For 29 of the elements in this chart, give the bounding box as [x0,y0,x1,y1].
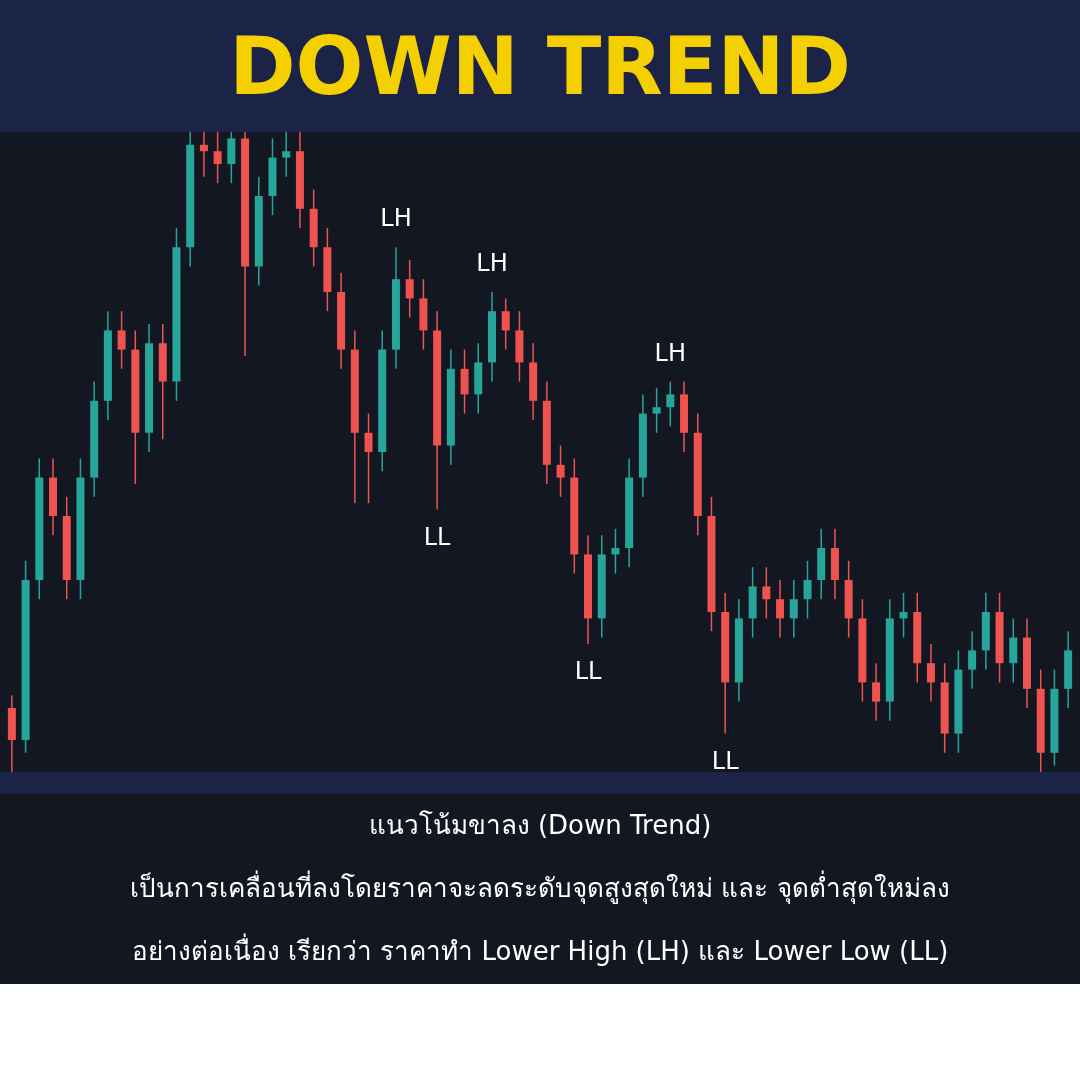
candlestick [872,662,881,722]
candlestick [762,566,771,620]
candlestick [364,412,373,504]
text: แนวโน้มขาลง (Down Trend) [368,809,712,840]
candlestick [776,579,785,639]
annotation: LH [654,338,687,367]
candlestick [213,131,222,184]
candlestick [899,592,908,639]
annotation: LH [476,249,508,277]
candlestick [968,630,977,690]
candlestick [117,310,126,370]
candlestick [803,560,812,620]
candlestick [611,528,620,575]
candlestick [666,380,675,428]
candlestick [652,387,661,434]
candlestick [789,579,798,639]
chart-title: DOWN TREND [229,20,851,114]
candlestick [556,444,565,498]
annotation: LL [423,522,452,551]
annotation: LL [574,657,603,685]
candlestick [199,131,208,178]
annotation: LL [711,746,740,775]
text: เป็นการเคลื่อนที่ลงโดยราคาจะลดระดับจุดสูงสุดใหม่ และ จุดต่ำสุดใหม่ลง [130,870,950,904]
candlestick [501,297,510,351]
candlestick [926,643,935,703]
text: อย่างต่อเนื่อง เรียกว่า ราคาทำ Lower High (LH) และ Lower Low (LL) [131,933,949,967]
annotation: LH [380,204,412,233]
candlestick [405,259,414,319]
candlestick [282,131,291,178]
